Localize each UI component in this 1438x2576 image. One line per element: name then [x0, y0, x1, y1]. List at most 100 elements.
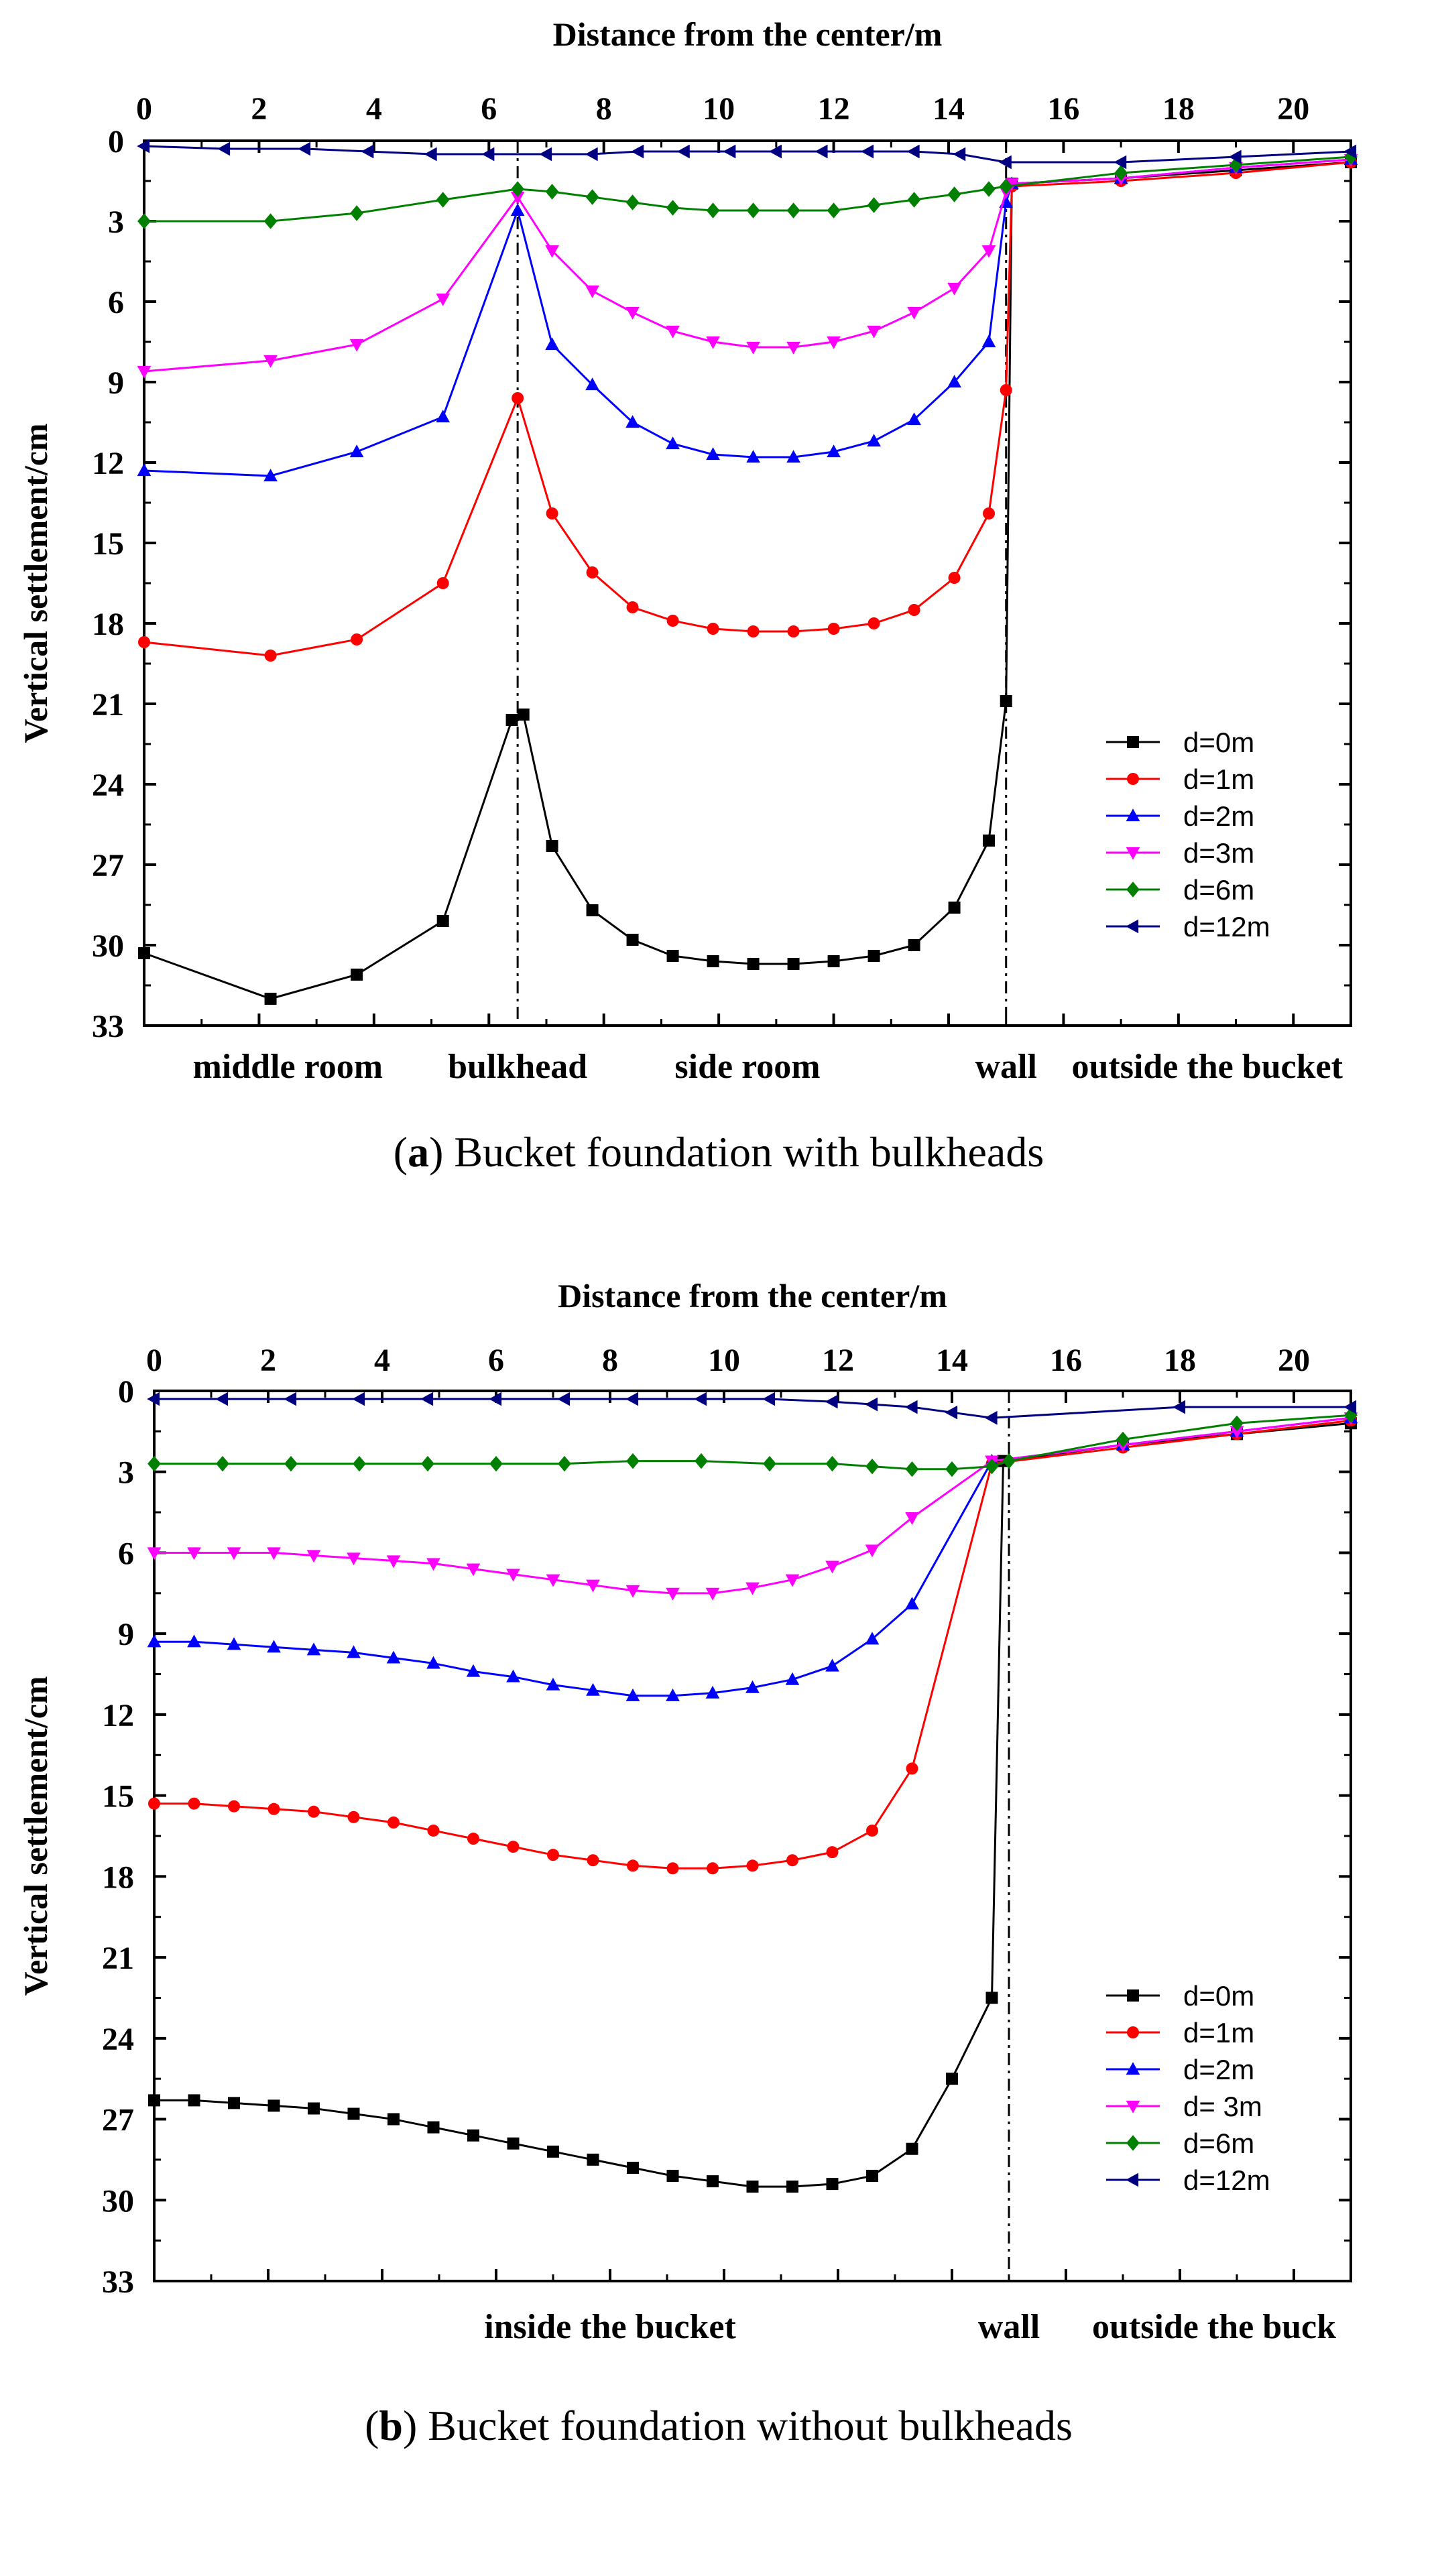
data-point — [746, 1859, 759, 1872]
x-axis-title: Distance from the center/m — [553, 15, 943, 53]
data-point — [215, 1392, 229, 1406]
data-point — [489, 1455, 503, 1472]
legend-entry: d=1m — [1106, 2017, 1254, 2048]
series-line — [154, 1422, 1352, 2188]
data-point — [547, 2145, 559, 2158]
data-point — [267, 1547, 281, 1560]
plot-frame — [143, 139, 1352, 1027]
legend-entry: d=0m — [1106, 1980, 1254, 2012]
data-point — [867, 325, 881, 339]
legend-marker — [1126, 2062, 1140, 2075]
data-point — [436, 915, 449, 927]
data-point — [510, 191, 525, 204]
data-point — [489, 1392, 502, 1406]
data-point — [746, 2181, 759, 2193]
caption-open-paren: ( — [394, 1128, 408, 1176]
series-d=2m — [137, 152, 1358, 482]
x-tick-label: 0 — [146, 1343, 162, 1378]
y-tick-label: 18 — [92, 607, 124, 642]
data-point — [948, 902, 961, 914]
data-point — [745, 1582, 760, 1595]
data-point — [907, 412, 921, 426]
data-point — [1116, 1431, 1130, 1448]
data-point — [905, 1512, 919, 1525]
data-point — [908, 939, 920, 951]
caption-text: Bucket foundation without bulkheads — [428, 2402, 1073, 2449]
data-point — [676, 144, 690, 159]
x-tick-label: 4 — [374, 1343, 390, 1378]
data-point — [953, 147, 966, 162]
y-tick-label: 30 — [102, 2183, 134, 2219]
data-point — [825, 1658, 839, 1672]
data-point — [826, 1846, 839, 1859]
data-point — [306, 1642, 321, 1656]
series-d=6m — [147, 1407, 1358, 1477]
legend-label: d=3m — [1183, 837, 1254, 869]
y-tick-label: 12 — [92, 446, 124, 481]
data-point — [505, 714, 518, 726]
series-line — [154, 1398, 1351, 1419]
data-point — [436, 577, 449, 589]
data-point — [625, 1585, 640, 1598]
legend: d=0m d=1m d=2m d= 3m d=6m d=12m — [1106, 1980, 1270, 2196]
data-point — [466, 1563, 481, 1577]
data-point — [228, 1800, 240, 1813]
data-point — [983, 835, 995, 847]
data-point — [998, 155, 1012, 170]
data-point — [137, 139, 150, 154]
data-point — [481, 147, 495, 162]
data-point — [706, 447, 720, 461]
data-point — [1343, 1400, 1357, 1414]
data-point — [631, 144, 644, 159]
data-point — [349, 444, 364, 458]
data-point — [786, 450, 800, 463]
data-point — [308, 2102, 320, 2115]
data-point — [507, 1841, 520, 1853]
legend-entry: d=6m — [1106, 2128, 1254, 2159]
series-d=6m — [137, 149, 1358, 229]
data-point — [353, 1455, 366, 1472]
series-line — [154, 1416, 1352, 1697]
data-point — [436, 410, 451, 423]
x-tick-label: 8 — [596, 91, 612, 127]
data-point — [945, 1461, 959, 1477]
x-axis-title: Distance from the center/m — [558, 1277, 947, 1314]
data-point — [666, 1587, 680, 1601]
data-point — [467, 1833, 479, 1845]
data-point — [585, 147, 598, 162]
data-point — [707, 1862, 719, 1875]
legend-entry: d= 3m — [1106, 2091, 1262, 2122]
data-point — [349, 339, 364, 352]
data-point — [786, 341, 800, 355]
data-point — [626, 601, 639, 613]
data-point — [586, 566, 599, 578]
data-point — [187, 1634, 201, 1648]
data-point — [763, 1455, 776, 1472]
x-tick-label: 14 — [933, 91, 965, 127]
chart-panel-b: Distance from the center/m0 2 4 6 8 10 12 14 16 1… — [17, 1277, 1358, 2449]
data-point — [626, 934, 639, 946]
data-point — [985, 1991, 998, 2004]
data-point — [746, 202, 760, 219]
x-tick-label: 8 — [602, 1343, 618, 1378]
data-point — [983, 507, 995, 519]
data-point — [147, 1547, 162, 1560]
y-tick-label: 21 — [102, 1941, 134, 1976]
legend-label: d=1m — [1183, 763, 1254, 795]
legend-marker — [1126, 881, 1140, 898]
legend-entry: d=12m — [1106, 911, 1270, 942]
chart-panel-a: Distance from the center/m0 2 4 6 8 10 12 14 16 1… — [17, 15, 1358, 1176]
legend-marker — [1127, 773, 1139, 785]
x-tick-label: 18 — [1162, 91, 1195, 127]
data-point — [148, 2094, 160, 2107]
y-tick-label: 3 — [108, 204, 124, 240]
data-point — [866, 1824, 878, 1837]
data-point — [512, 392, 524, 404]
legend-marker — [1126, 2135, 1140, 2151]
legend-marker — [1126, 2172, 1139, 2187]
data-point — [867, 950, 880, 962]
legend-marker — [1126, 808, 1140, 822]
data-point — [188, 1797, 200, 1810]
data-point — [785, 1574, 800, 1587]
data-point — [625, 306, 640, 320]
